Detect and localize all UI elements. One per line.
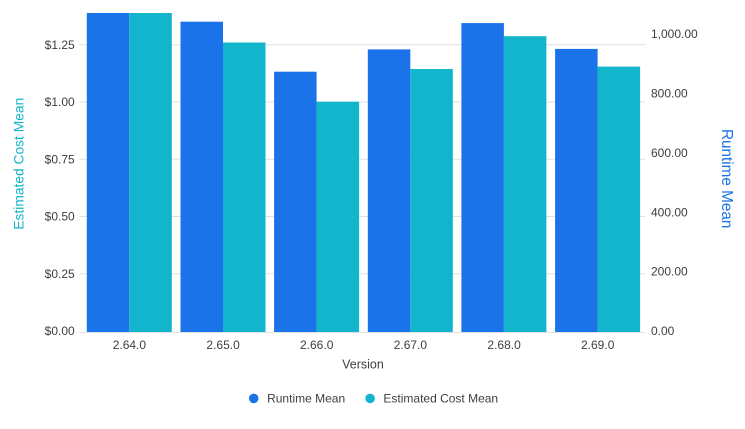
svg-text:Runtime Mean: Runtime Mean	[718, 129, 735, 228]
svg-text:$0.00: $0.00	[45, 324, 75, 338]
svg-text:Runtime Mean: Runtime Mean	[267, 392, 345, 406]
svg-text:2.67.0: 2.67.0	[394, 338, 428, 352]
svg-text:2.68.0: 2.68.0	[487, 338, 521, 352]
svg-text:$1.25: $1.25	[45, 38, 75, 52]
svg-text:400.00: 400.00	[651, 206, 688, 220]
svg-text:$1.00: $1.00	[45, 95, 75, 109]
svg-text:2.65.0: 2.65.0	[206, 338, 240, 352]
svg-text:800.00: 800.00	[651, 87, 688, 101]
svg-text:2.64.0: 2.64.0	[113, 338, 147, 352]
svg-text:2.66.0: 2.66.0	[300, 338, 334, 352]
svg-text:$0.25: $0.25	[45, 267, 75, 281]
svg-text:$0.75: $0.75	[45, 152, 75, 166]
svg-text:0.00: 0.00	[651, 324, 675, 338]
svg-text:Version: Version	[342, 358, 384, 372]
svg-text:2.69.0: 2.69.0	[581, 338, 615, 352]
svg-text:1,000.00: 1,000.00	[651, 27, 698, 41]
svg-text:Estimated Cost Mean: Estimated Cost Mean	[11, 98, 26, 230]
svg-text:200.00: 200.00	[651, 265, 688, 279]
svg-text:600.00: 600.00	[651, 146, 688, 160]
svg-text:Estimated Cost Mean: Estimated Cost Mean	[383, 392, 498, 406]
svg-text:$0.50: $0.50	[45, 210, 75, 224]
